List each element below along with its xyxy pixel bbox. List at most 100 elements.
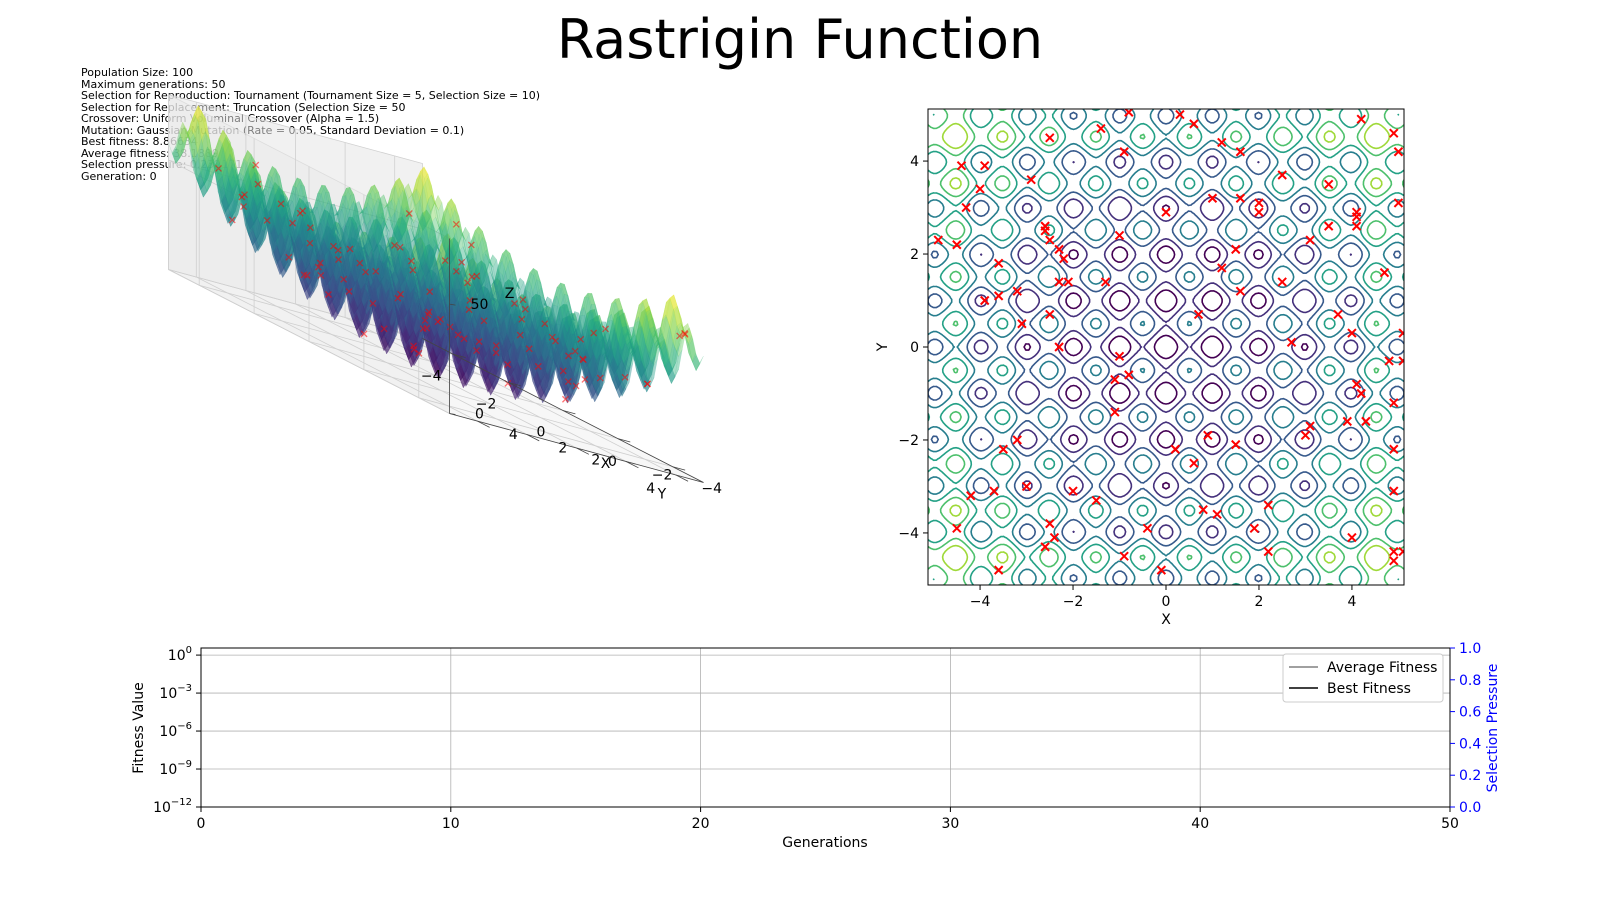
- surface-3d-facet: [237, 184, 246, 215]
- surface-3d-facet: [279, 262, 288, 275]
- surface-3d-facet: [304, 250, 313, 279]
- surface-3d-facet: [294, 235, 303, 279]
- surface-3d-facet: [200, 177, 209, 190]
- surface-3d-facet: [264, 194, 272, 237]
- surface-3d-facet: [275, 257, 283, 278]
- surface-3d-facet: [345, 248, 354, 287]
- surface-3d-facet: [179, 137, 188, 159]
- surface-3d-facet: [304, 212, 313, 222]
- surface-3d-facet: [272, 238, 281, 266]
- surface-3d-facet: [228, 193, 236, 219]
- surface-3d-facet: [296, 216, 305, 244]
- surface-3d-facet: [218, 175, 226, 203]
- surface-3d-facet: [390, 293, 399, 311]
- surface-3d-facet: [329, 276, 337, 305]
- surface-3d-facet: [276, 223, 285, 260]
- surface-3d-facet: [269, 212, 278, 223]
- surface-3d-facet: [257, 218, 266, 246]
- surface-3d-facet: [219, 183, 228, 214]
- surface-3d-facet: [265, 208, 273, 240]
- surface-3d-facet: [235, 172, 244, 182]
- surface-3d-facet: [261, 199, 270, 230]
- surface-3d-facet: [242, 161, 251, 182]
- surface-3d-facet: [381, 237, 390, 263]
- surface-3d-facet: [222, 134, 231, 163]
- surface-3d-facet: [243, 210, 252, 243]
- surface-3d-facet: [338, 227, 346, 250]
- surface-3d-facet: [338, 222, 347, 246]
- surface-3d-facet: [224, 207, 232, 224]
- surface-3d-facet: [172, 148, 180, 164]
- surface-3d-facet: [342, 258, 351, 279]
- surface-3d-facet: [363, 290, 371, 308]
- surface-3d-facet: [266, 222, 274, 254]
- surface-3d-facet: [209, 155, 218, 173]
- surface-3d-facet: [275, 240, 284, 269]
- surface-3d-facet: [374, 261, 383, 295]
- surface-3d-facet: [282, 207, 291, 235]
- surface-3d-facet: [340, 285, 349, 308]
- surface-3d-facet: [279, 225, 288, 263]
- surface-3d-facet: [382, 245, 391, 263]
- surface-3d-facet: [385, 237, 394, 260]
- surface-3d-facet: [288, 230, 296, 251]
- surface-3d-facet: [269, 197, 277, 224]
- surface-3d-facet: [301, 226, 310, 261]
- surface-3d-facet: [267, 193, 276, 216]
- surface-3d-facet: [323, 230, 332, 259]
- surface-3d-facet: [236, 169, 245, 211]
- surface-3d-facet: [322, 252, 330, 295]
- surface-3d-facet: [284, 209, 293, 241]
- surface-3d-facet: [289, 227, 298, 251]
- surface-3d-facet: [269, 219, 277, 245]
- surface-3d-facet: [335, 283, 344, 301]
- surface-3d-facet: [320, 242, 329, 254]
- surface-3d-facet: [233, 199, 242, 221]
- surface-3d-facet: [413, 274, 422, 301]
- surface-3d-facet: [253, 197, 262, 235]
- surface-3d-facet: [191, 136, 200, 165]
- surface-3d-facet: [283, 213, 291, 247]
- surface-3d-facet: [209, 139, 218, 182]
- surface-3d-facet: [218, 146, 227, 168]
- surface-3d-facet: [226, 172, 234, 210]
- surface-3d-facet: [229, 143, 238, 170]
- surface-3d-facet: [229, 174, 238, 193]
- surface-3d-facet: [203, 185, 211, 198]
- surface-3d-facet: [295, 241, 304, 269]
- surface-3d-facet: [191, 154, 200, 187]
- surface-3d-facet: [308, 216, 317, 240]
- surface-3d-facet: [232, 172, 240, 190]
- surface-3d-facet: [346, 262, 355, 279]
- surface-3d-facet: [330, 221, 339, 242]
- surface-3d-facet: [314, 232, 323, 258]
- surface-3d-facet: [224, 172, 233, 209]
- surface-3d-facet: [372, 278, 381, 290]
- surface-3d-facet: [385, 258, 393, 297]
- surface-3d-facet: [361, 231, 370, 239]
- surface-3d-facet: [224, 177, 233, 206]
- surface-3d-facet: [310, 265, 318, 293]
- surface-3d-facet: [281, 254, 289, 273]
- surface-3d-facet: [217, 137, 226, 156]
- surface-3d-facet: [219, 184, 227, 216]
- surface-3d-facet: [358, 231, 367, 242]
- surface-3d-facet: [265, 208, 274, 223]
- surface-3d-facet: [279, 207, 287, 242]
- surface-3d-facet: [240, 150, 248, 170]
- surface-3d-facet: [336, 281, 345, 309]
- surface-3d-facet: [273, 204, 281, 239]
- surface-3d-facet: [246, 180, 255, 215]
- surface-3d-facet: [376, 273, 385, 315]
- surface-3d-facet: [228, 183, 237, 206]
- surface-3d-facet: [199, 179, 207, 198]
- surface-3d-facet: [234, 185, 243, 202]
- surface-3d-facet: [220, 186, 229, 215]
- surface-3d-facet: [269, 242, 278, 264]
- surface-3d-facet: [218, 167, 227, 195]
- surface-3d-facet: [247, 232, 256, 253]
- surface-3d-facet: [269, 189, 278, 210]
- surface-3d-facet: [283, 193, 292, 219]
- surface-3d-facet: [323, 245, 332, 254]
- surface-3d-facet: [210, 160, 218, 176]
